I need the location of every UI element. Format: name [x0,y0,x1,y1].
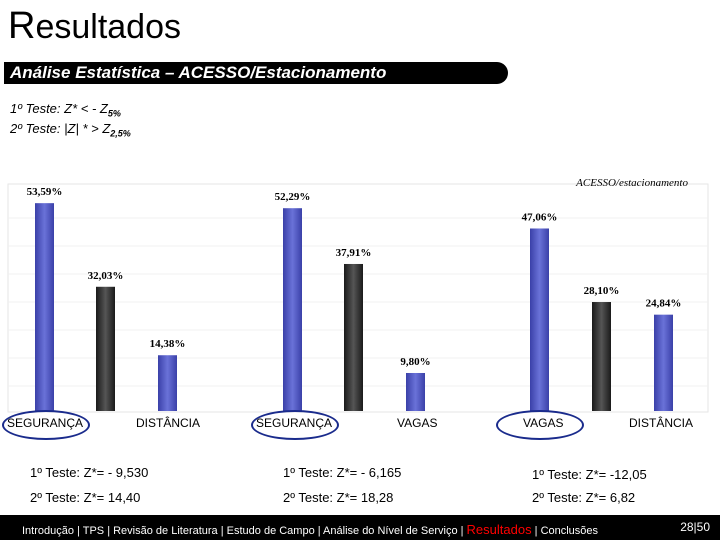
bar-chart: ACESSO/estacionamento 53,59% 32,03% 14,38% 5… [7,177,709,413]
chart-title: ACESSO/estacionamento [575,177,688,189]
bar [344,263,363,411]
result-test-2: 2º Teste: Z*= 18,28 [283,490,394,505]
section-banner: Análise Estatística – ACESSO/Estacioname… [4,62,508,84]
test-2-subscript: 2,5% [110,128,131,139]
result-test-1: 1º Teste: Z*= -12,05 [532,467,647,482]
test-1-text: 1º Teste: Z* < - Z [10,101,108,116]
data-label: 47,06% [522,211,558,223]
footer-bar: Introdução | TPS | Revisão de Literatura… [0,515,720,540]
bar [283,208,302,411]
data-label: 14,38% [150,338,186,350]
page-title: Resultados [8,6,181,47]
data-label: 28,10% [584,285,620,297]
category-label: SEGURANÇA [7,416,84,430]
bar [35,203,54,411]
page-number: 28|50 [680,520,710,534]
bar [654,314,673,411]
category-label: VAGAS [397,416,438,430]
category-label: DISTÂNCIA [136,416,201,430]
data-label: 52,29% [275,191,311,203]
data-label: 32,03% [88,270,124,282]
data-label: 53,59% [27,186,63,198]
data-label: 37,91% [336,247,372,259]
highlight-ellipse [251,410,339,440]
nav-active: Resultados [466,522,532,537]
data-label: 9,80% [400,356,430,368]
title-rest: esultados [35,8,181,46]
bar [158,355,177,411]
result-test-2: 2º Teste: Z*= 6,82 [532,490,636,505]
data-label: 24,84% [646,298,682,310]
title-first-letter: R [8,5,36,47]
bar [530,228,549,411]
highlight-ellipse [2,410,90,440]
highlight-ellipse [496,410,584,440]
category-label: VAGAS [523,416,564,430]
footer-navigation: Introdução | TPS | Revisão de Literatura… [22,522,598,537]
result-test-1: 1º Teste: Z*= - 9,530 [30,465,149,480]
bar [96,286,115,411]
nav-text: | Conclusões [531,525,599,537]
category-label: DISTÂNCIA [629,416,694,430]
test-2-hypothesis: 2º Teste: |Z| * > Z2,5% [10,121,131,139]
plot-frame [7,183,709,413]
result-test-2: 2º Teste: Z*= 14,40 [30,490,141,505]
bar [406,372,425,411]
nav-text: Introdução | TPS | Revisão de Literatura… [22,525,467,537]
test-2-text: 2º Teste: |Z| * > Z [10,121,111,136]
category-label: SEGURANÇA [256,416,333,430]
test-1-hypothesis: 1º Teste: Z* < - Z5% [10,101,121,119]
test-1-subscript: 5% [107,108,121,119]
banner-text: Análise Estatística – ACESSO/Estacioname… [10,63,387,82]
result-test-1: 1º Teste: Z*= - 6,165 [283,465,402,480]
bar [592,302,611,411]
